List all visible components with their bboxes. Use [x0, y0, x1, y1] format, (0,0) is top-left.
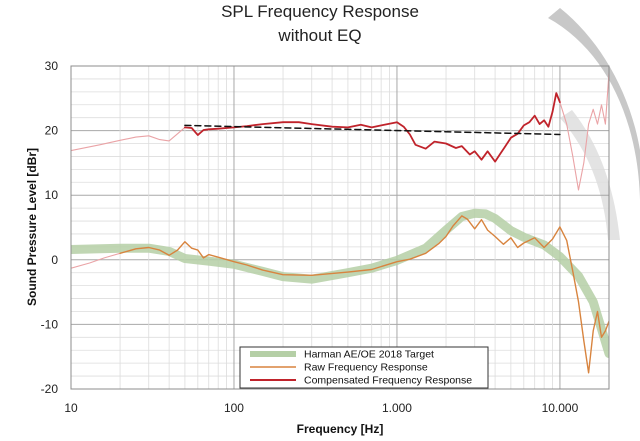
series-line-compensated-frequency-response [183, 92, 561, 163]
y-tick-label: 20 [45, 124, 59, 138]
y-axis-label: Sound Pressure Level [dBr] [25, 148, 39, 306]
x-tick-label: 10 [64, 401, 78, 415]
x-axis-label: Frequency [Hz] [297, 422, 384, 436]
series-line-raw-extension- [71, 252, 121, 269]
plot-grid [70, 65, 610, 390]
chart-title-line-2: without EQ [277, 26, 361, 45]
chart-title-line-1: SPL Frequency Response [221, 2, 419, 21]
decorative-gray-arc-lower [560, 110, 620, 240]
legend-label-target: Harman AE/OE 2018 Target [304, 349, 434, 361]
x-tick-label: 1.000 [382, 401, 412, 415]
tick-labels: -20 -10 0 10 20 30 10 100 1.000 10.000 [41, 59, 579, 415]
legend: Harman AE/OE 2018 Target Raw Frequency R… [239, 346, 489, 389]
series-layer [71, 71, 609, 374]
y-tick-label: 30 [45, 59, 59, 73]
y-tick-label: 10 [45, 188, 59, 202]
series-line-compensated-high-extension- [559, 71, 609, 191]
y-tick-label: -10 [41, 317, 59, 331]
y-tick-label: -20 [41, 382, 59, 396]
legend-label-raw: Raw Frequency Response [304, 362, 428, 374]
series-line-raw-frequency-response [119, 215, 609, 374]
legend-label-compensated: Compensated Frequency Response [304, 375, 472, 387]
series-line-compensated-extension- [71, 126, 186, 152]
decorative-gray-arc [548, 8, 640, 200]
x-tick-label: 100 [224, 401, 244, 415]
x-tick-label: 10.000 [542, 401, 579, 415]
y-tick-label: 0 [51, 253, 58, 267]
series-line-reference-level [184, 124, 561, 136]
plot-frame [70, 65, 610, 390]
